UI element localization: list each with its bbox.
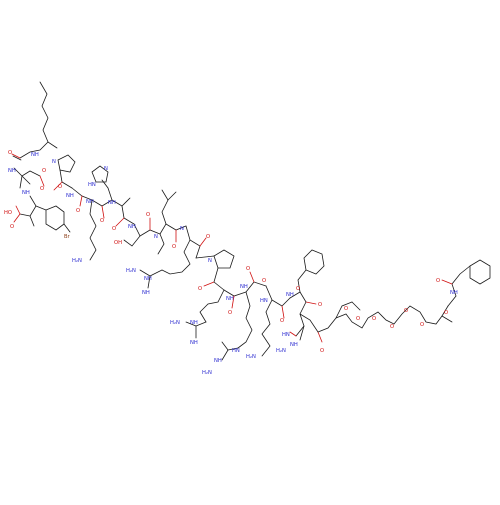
atom-o5: O (10, 224, 14, 230)
atom-nh6: NH (108, 200, 116, 206)
atom-o22: O (372, 316, 376, 322)
atom-nh16: NH (290, 342, 298, 348)
atom-o26: O (444, 310, 448, 316)
atom-nh4: NH (66, 193, 74, 199)
atom-br1: Br (64, 234, 71, 240)
atom-o9: O (146, 212, 150, 218)
atom-nh7: NH (128, 224, 136, 230)
atom-o11: O (206, 234, 210, 240)
atom-o17: O (296, 286, 300, 292)
atom-o8: O (112, 226, 116, 232)
atom-o20: O (344, 306, 348, 312)
atom-nh17: NH (450, 290, 458, 296)
atom-h2n1: H₂N (72, 258, 82, 264)
bond-skeleton (11, 81, 491, 361)
atom-o24: O (404, 308, 408, 314)
atom-o21: O (356, 316, 360, 322)
atom-n1: N (52, 159, 56, 165)
atom-hn4: HN (282, 332, 290, 338)
atom-nh14: NH (286, 292, 294, 298)
atom-h2n5: H₂N (202, 370, 212, 376)
atom-o19: O (318, 302, 322, 308)
atom-o7: O (100, 218, 104, 224)
atom-o2: O (42, 168, 46, 174)
atom-nh2: NH (8, 168, 16, 174)
atom-nh11: NH (190, 320, 198, 326)
atom-hn3: HN (232, 348, 240, 354)
atom-oh1: OH (114, 240, 122, 246)
atom-ho1: HO (4, 210, 12, 216)
atom-nh5: NH (86, 199, 94, 205)
atom-o13: O (228, 310, 232, 316)
atom-h2n6: H₂N (276, 348, 286, 354)
atom-o1: O (8, 150, 12, 156)
atom-hn1: HN (88, 182, 96, 188)
atom-nh12: NH (190, 340, 198, 346)
atom-o14: O (246, 266, 250, 272)
atom-o4: O (58, 184, 62, 190)
atom-o25: O (420, 322, 424, 328)
atom-o18: O (320, 348, 324, 354)
atom-o6: O (76, 208, 80, 214)
atom-nh13: NH (240, 284, 248, 290)
atom-n2: N (104, 166, 108, 172)
atom-nh15: NH (214, 358, 222, 364)
atom-h2n3: H₂N (170, 320, 180, 326)
atom-o3: O (40, 186, 44, 192)
atom-o16: O (280, 318, 284, 324)
atom-nh8: NH (144, 276, 152, 282)
atom-nh9: NH (142, 290, 150, 296)
atom-o27: O (436, 278, 440, 284)
atom-n5: N (208, 258, 212, 264)
atom-h2n4: H₂N (246, 354, 256, 360)
atom-o12: O (198, 286, 202, 292)
atom-o10: O (172, 244, 176, 250)
atom-o15: O (262, 278, 266, 284)
atom-nh1: NH (31, 152, 39, 158)
atom-n4: N (180, 226, 184, 232)
atom-n3: N (154, 234, 158, 240)
atom-labels: O NH NH O O N O NH NH HO O Br NH O HN N … (4, 150, 458, 376)
atom-nh10: NH (226, 296, 234, 302)
atom-nh3: NH (22, 190, 30, 196)
atom-h2n2: H₂N (126, 268, 136, 274)
atom-o23: O (390, 324, 394, 330)
atom-hn2: HN (260, 298, 268, 304)
